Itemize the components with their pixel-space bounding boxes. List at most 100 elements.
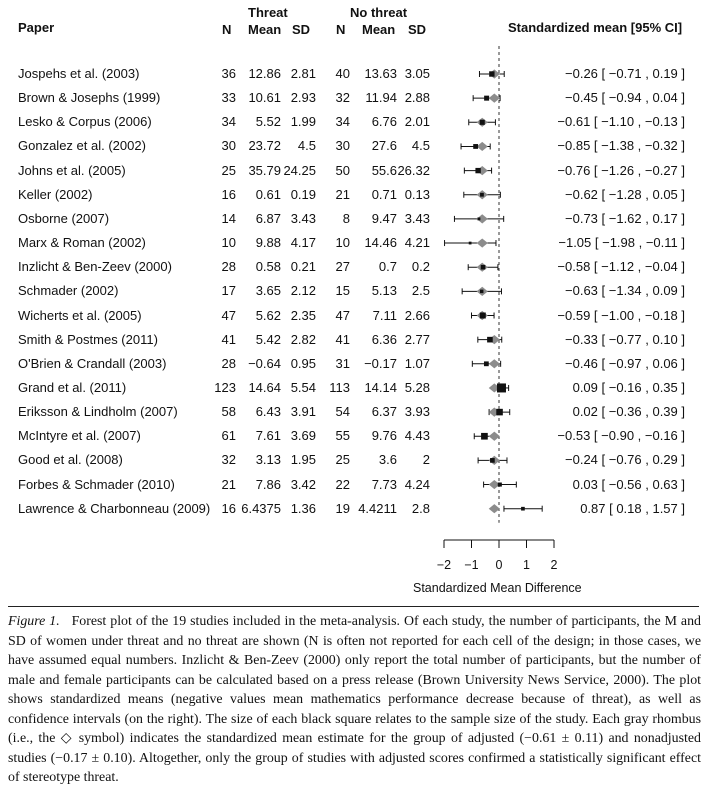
study-name: Eriksson & Lindholm (2007) (18, 404, 178, 420)
subgroup-rhombus (488, 335, 500, 345)
cell-tSD: 3.69 (290, 428, 316, 444)
cell-tN: 30 (221, 138, 236, 154)
cell-tMean: 3.13 (255, 452, 281, 468)
cell-tN: 34 (221, 114, 236, 130)
study-square (489, 71, 495, 77)
ci-text: −0.61 [ −1.10 , −0.13 ] (557, 114, 685, 130)
cell-tMean: 9.88 (255, 235, 281, 251)
x-tick-label: 0 (496, 558, 503, 572)
cell-tN: 16 (221, 500, 236, 516)
cell-tN: 58 (221, 404, 236, 420)
cell-tN: 10 (221, 235, 236, 251)
cell-nMean: 9.76 (371, 428, 397, 444)
header-paper: Paper (18, 20, 55, 35)
cell-nN: 22 (335, 476, 350, 492)
study-square (473, 144, 479, 149)
table-row: Jospehs et al. (2003) 36 12.86 2.81 40 13.63 3… (0, 62, 707, 86)
ci-text: 0.09 [ −0.16 , 0.35 ] (572, 379, 685, 395)
header-nothreat-n: N (336, 22, 346, 37)
study-name: Marx & Roman (2002) (18, 235, 146, 251)
cell-tN: 28 (221, 259, 236, 275)
table-row: Grand et al. (2011) 123 14.64 5.54 113 14.14 5… (0, 376, 707, 400)
cell-tMean: 35.79 (248, 162, 281, 178)
cell-nSD: 3.05 (404, 66, 430, 81)
cell-tSD: 5.54 (290, 379, 316, 395)
cell-tMean: 14.64 (248, 379, 281, 395)
ci-text: 0.02 [ −0.36 , 0.39 ] (572, 404, 685, 420)
cell-tMean: 5.62 (255, 307, 281, 323)
cell-nSD: 2.77 (404, 331, 430, 347)
table-row: Marx & Roman (2002) 10 9.88 4.17 10 14.46 4.21… (0, 231, 707, 255)
study-name: Jospehs et al. (2003) (18, 66, 140, 81)
cell-nMean: 9.47 (371, 210, 397, 226)
ci-text: 0.03 [ −0.56 , 0.63 ] (572, 476, 685, 492)
ci-text: −0.58 [ −1.12 , −0.04 ] (557, 259, 685, 275)
forest-plot-figure: Paper Threat No threat N Mean SD N Mean … (0, 5, 707, 595)
cell-nSD: 1.07 (404, 355, 430, 371)
header-ci: Standardized mean [95% CI] (508, 20, 683, 35)
cell-nN: 54 (335, 404, 350, 420)
study-square (487, 336, 493, 343)
cell-nSD: 4.24 (404, 476, 430, 492)
cell-nN: 15 (335, 283, 350, 299)
cell-nSD: 2.66 (404, 307, 430, 323)
study-name: Forbes & Schmader (2010) (18, 476, 175, 492)
study-name: Keller (2002) (18, 186, 93, 202)
cell-nMean: 5.13 (371, 283, 397, 299)
study-square (477, 217, 481, 221)
cell-nN: 31 (335, 355, 350, 371)
cell-tMean: 6.87 (255, 210, 281, 226)
x-axis-title: Standardized Mean Difference (413, 581, 582, 595)
study-square (475, 167, 481, 174)
cell-tMean: 5.42 (255, 331, 281, 347)
cell-tN: 47 (221, 307, 236, 323)
subgroup-rhombus (488, 431, 500, 441)
table-row: Osborne (2007) 14 6.87 3.43 8 9.47 3.43 −0.73 [… (0, 207, 707, 231)
cell-tMean: 12.86 (248, 66, 281, 81)
ci-text: −0.24 [ −0.76 , 0.29 ] (565, 452, 685, 468)
study-name: Lesko & Corpus (2006) (18, 114, 152, 130)
subgroup-rhombus (476, 214, 488, 224)
study-name: Inzlicht & Ben-Zeev (2000) (18, 259, 172, 275)
cell-nN: 41 (335, 331, 350, 347)
cell-nMean: 0.71 (371, 186, 397, 202)
table-row: Schmader (2002) 17 3.65 2.12 15 5.13 2.5 −0.63 … (0, 279, 707, 303)
cell-nSD: 0.13 (404, 186, 430, 202)
cell-tN: 61 (221, 428, 236, 444)
caption-label: Figure 1. (8, 614, 60, 629)
ci-text: −0.76 [ −1.26 , −0.27 ] (557, 162, 685, 178)
table-row: Gonzalez et al. (2002) 30 23.72 4.5 30 27.6 4.… (0, 134, 707, 158)
cell-nN: 27 (335, 259, 350, 275)
study-square (484, 95, 490, 101)
caption-text: Forest plot of the 19 studies included i… (8, 614, 701, 785)
cell-tSD: 3.43 (290, 210, 316, 226)
header-nothreat-sd: SD (408, 22, 427, 37)
ci-text: −0.45 [ −0.94 , 0.04 ] (565, 90, 685, 106)
cell-nMean: 7.11 (372, 307, 397, 323)
cell-nN: 50 (335, 162, 350, 178)
subgroup-rhombus (476, 141, 488, 152)
cell-tSD: 3.91 (290, 404, 316, 420)
study-name: Osborne (2007) (18, 210, 110, 226)
cell-tSD: 4.17 (290, 235, 316, 251)
cell-tMean: 0.61 (255, 186, 281, 202)
cell-nN: 32 (335, 90, 350, 106)
study-square (480, 264, 486, 270)
ci-text: −0.33 [ −0.77 , 0.10 ] (565, 331, 685, 347)
study-square (481, 432, 488, 440)
study-square (480, 192, 484, 197)
ci-text: −0.46 [ −0.97 , 0.06 ] (565, 355, 685, 371)
cell-tSD: 2.81 (290, 66, 316, 81)
ci-text: −0.63 [ −1.34 , 0.09 ] (565, 283, 685, 299)
cell-tSD: 0.95 (290, 355, 316, 371)
cell-nMean: 55.6 (371, 162, 397, 178)
cell-nMean: 6.76 (371, 114, 397, 130)
cell-tSD: 1.95 (290, 452, 316, 468)
table-row: O'Brien & Crandall (2003) 28 −0.64 0.95 31 −0… (0, 352, 707, 376)
cell-nN: 8 (342, 210, 350, 226)
cell-nSD: 2.5 (411, 283, 430, 299)
forest-plot-area: −2 −1 0 1 2 (437, 46, 558, 572)
study-square (497, 482, 502, 487)
cell-tMean: 23.72 (248, 138, 281, 154)
cell-tN: 21 (221, 476, 236, 492)
